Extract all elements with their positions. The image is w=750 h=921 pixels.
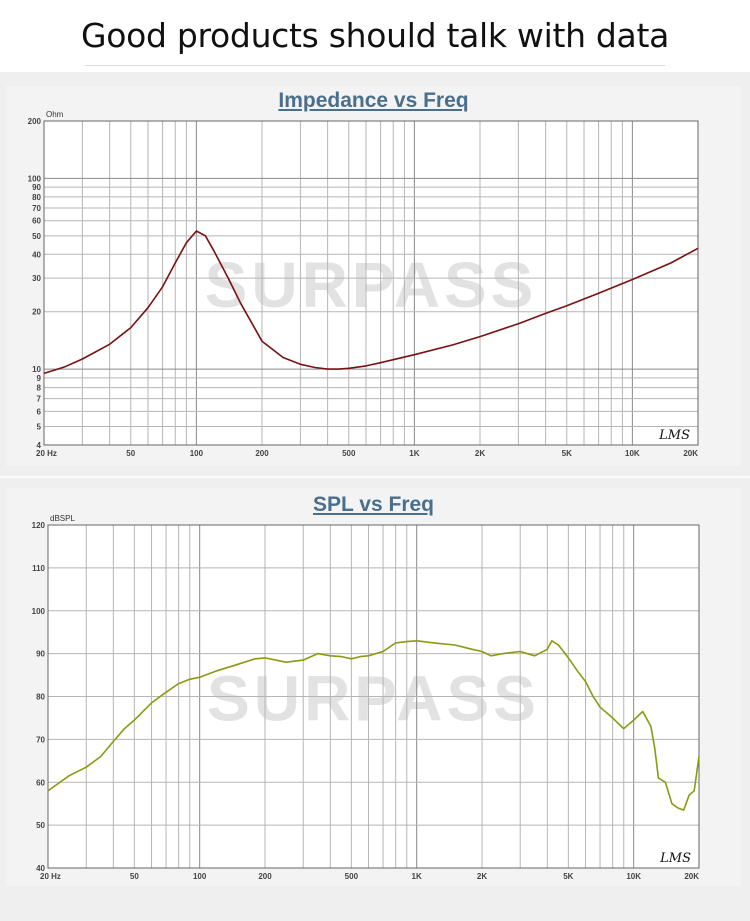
spl-y-tick-label: 70 bbox=[36, 735, 45, 744]
spl-x-tick-label: 2K bbox=[477, 872, 487, 881]
banner: Good products should talk with data bbox=[0, 0, 750, 72]
impedance-series-line bbox=[43, 230, 699, 375]
impedance-x-tick-label: 20K bbox=[683, 449, 698, 458]
spl-signature: LMS bbox=[659, 851, 691, 866]
impedance-x-tick-label: 200 bbox=[255, 449, 269, 458]
impedance-y-tick-label: 20 bbox=[32, 308, 41, 317]
spl-grid bbox=[47, 524, 700, 869]
spl-x-tick-label: 50 bbox=[130, 872, 139, 881]
impedance-plot-frame bbox=[43, 120, 699, 446]
spl-x-tick-label: 500 bbox=[345, 872, 359, 881]
spl-y-tick-label: 40 bbox=[36, 864, 45, 873]
impedance-x-tick-label: 20 Hz bbox=[36, 449, 57, 458]
spl-y-axis-label: dBSPL bbox=[50, 514, 75, 523]
impedance-y-tick-label: 200 bbox=[28, 117, 42, 126]
band-gap bbox=[0, 476, 750, 478]
impedance-x-tick-label: 10K bbox=[625, 449, 640, 458]
impedance-x-tick-label: 100 bbox=[190, 449, 204, 458]
impedance-watermark: SURPASS bbox=[205, 249, 538, 321]
spl-x-tick-label: 20 Hz bbox=[40, 872, 61, 881]
impedance-y-axis-label: Ohm bbox=[46, 110, 64, 119]
spl-plot-frame bbox=[47, 524, 700, 869]
impedance-signature: LMS bbox=[658, 428, 690, 443]
impedance-x-tick-label: 50 bbox=[126, 449, 135, 458]
impedance-x-tick-label: 500 bbox=[342, 449, 356, 458]
spl-x-tick-label: 20K bbox=[684, 872, 699, 881]
spl-x-tick-label: 5K bbox=[563, 872, 573, 881]
impedance-plot-area bbox=[44, 121, 698, 445]
spl-y-tick-label: 90 bbox=[36, 650, 45, 659]
banner-divider bbox=[85, 65, 665, 66]
spl-chart-title: SPL vs Freq bbox=[313, 493, 434, 516]
impedance-y-tick-label: 6 bbox=[37, 407, 42, 416]
impedance-y-tick-label: 5 bbox=[37, 423, 42, 432]
impedance-chart-panel: Impedance vs Freq SURPASS 4 5 6 7 8 9 10 20 30 40 5… bbox=[6, 86, 741, 466]
spl-y-tick-label: 100 bbox=[32, 607, 46, 616]
spl-chart-panel: SPL vs Freq SURPASS 40 50 60 70 80 90 100 110 120… bbox=[6, 488, 741, 886]
impedance-y-tick-label: 60 bbox=[32, 217, 41, 226]
impedance-chart-title: Impedance vs Freq bbox=[278, 89, 469, 112]
impedance-x-tick-label: 5K bbox=[562, 449, 572, 458]
banner-title: Good products should talk with data bbox=[80, 16, 670, 55]
impedance-x-tick-label: 1K bbox=[409, 449, 419, 458]
spl-chart: SURPASS 40 50 60 70 80 90 100 110 120 dBSPL 20 Hz 50… bbox=[32, 514, 700, 881]
impedance-y-tick-label: 40 bbox=[32, 250, 41, 259]
impedance-y-tick-label: 10 bbox=[32, 365, 41, 374]
spl-y-tick-label: 60 bbox=[36, 778, 45, 787]
spl-y-tick-label: 50 bbox=[36, 821, 45, 830]
impedance-y-tick-label: 80 bbox=[32, 193, 41, 202]
impedance-y-tick-label: 4 bbox=[37, 441, 42, 450]
impedance-y-tick-label: 70 bbox=[32, 204, 41, 213]
spl-watermark: SURPASS bbox=[207, 663, 540, 735]
spl-x-tick-label: 100 bbox=[193, 872, 207, 881]
impedance-y-tick-label: 30 bbox=[32, 274, 41, 283]
impedance-y-tick-label: 9 bbox=[37, 374, 42, 383]
impedance-y-tick-label: 7 bbox=[37, 395, 42, 404]
spl-y-tick-label: 80 bbox=[36, 693, 45, 702]
spl-x-tick-label: 1K bbox=[412, 872, 422, 881]
impedance-y-tick-label: 8 bbox=[37, 384, 42, 393]
spl-y-tick-label: 120 bbox=[32, 521, 46, 530]
spl-series-line bbox=[47, 640, 700, 811]
spl-y-tick-label: 110 bbox=[32, 564, 45, 573]
impedance-y-tick-label: 50 bbox=[32, 232, 41, 241]
impedance-x-tick-label: 2K bbox=[475, 449, 485, 458]
spl-x-tick-label: 10K bbox=[626, 872, 641, 881]
spl-x-tick-label: 200 bbox=[258, 872, 272, 881]
impedance-y-tick-label: 100 bbox=[28, 174, 42, 183]
impedance-y-tick-label: 90 bbox=[32, 183, 41, 192]
impedance-chart: SURPASS456789102030405060708090100200Ohm… bbox=[28, 110, 699, 458]
